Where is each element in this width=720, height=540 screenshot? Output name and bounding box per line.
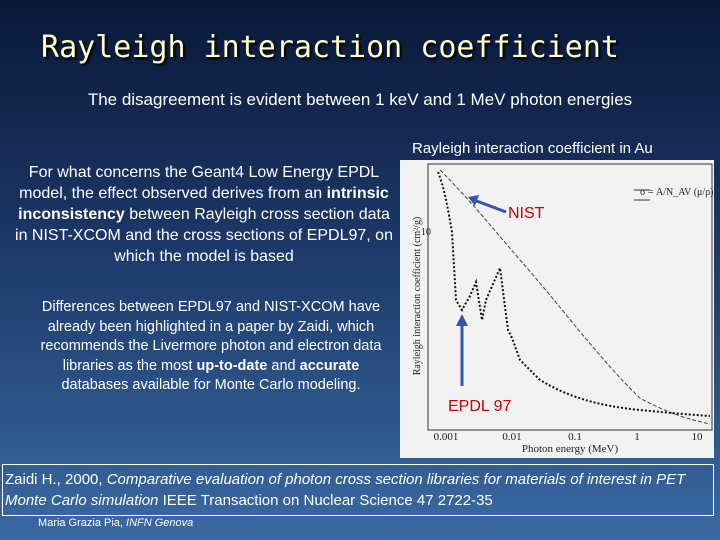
plot-frame xyxy=(427,163,713,431)
y-tick-label: 10 xyxy=(421,227,431,238)
text: Maria Grazia Pia, xyxy=(38,517,127,529)
formula-decoration xyxy=(634,189,650,201)
epdl-curve xyxy=(437,171,711,417)
nist-curve xyxy=(439,169,711,425)
text: Differences between EPDL97 and NIST-XCOM… xyxy=(40,299,382,374)
arrowhead xyxy=(456,314,468,326)
paragraph: For what concerns the Geant4 Low Energy … xyxy=(12,162,396,267)
italic-text: INFN Genova xyxy=(126,517,194,529)
arrowhead xyxy=(468,195,479,206)
text: Zaidi H., 2000, xyxy=(5,471,107,488)
x-tick-label: 10 xyxy=(692,431,704,443)
text: databases available for Monte Carlo mode… xyxy=(61,377,361,393)
bold-text: up-to-date xyxy=(196,357,268,374)
x-tick-label: 0.01 xyxy=(502,431,521,443)
bold-text: intrinsic inconsistency xyxy=(18,185,389,223)
nist-label: NIST xyxy=(508,205,545,222)
x-tick-label: 1 xyxy=(634,431,640,443)
y-axis-label: Rayleigh interaction coefficient (cm²/g) xyxy=(412,217,423,376)
x-tick-label: 0.1 xyxy=(568,431,582,443)
bold-text: accurate xyxy=(299,357,360,374)
slide-title: Rayleigh interaction coefficient xyxy=(41,30,619,65)
figure-caption: Rayleigh interaction coefficient in Au xyxy=(412,140,653,157)
italic-text: Comparative evaluation of photon cross s… xyxy=(5,471,686,509)
epdl-label: EPDL 97 xyxy=(448,398,512,415)
arrow xyxy=(473,198,507,214)
text: IEEE Transaction on Nuclear Science 47 2… xyxy=(158,492,493,509)
formula: σ = A/N_AV (μ/ρ) xyxy=(640,187,714,198)
x-axis-label: Photon energy (MeV) xyxy=(522,443,619,455)
paragraph: Differences between EPDL97 and NIST-XCOM… xyxy=(28,298,394,396)
text: and xyxy=(267,357,300,374)
x-tick-label: 0.001 xyxy=(434,431,459,443)
text: between Rayleigh cross section data in N… xyxy=(15,206,393,265)
text: For what concerns the Geant4 Low Energy … xyxy=(19,164,380,202)
reference: Zaidi H., 2000, Comparative evaluation o… xyxy=(2,464,714,516)
subtitle: The disagreement is evident between 1 ke… xyxy=(87,90,633,109)
footer: Maria Grazia Pia, INFN Genova xyxy=(38,517,193,529)
